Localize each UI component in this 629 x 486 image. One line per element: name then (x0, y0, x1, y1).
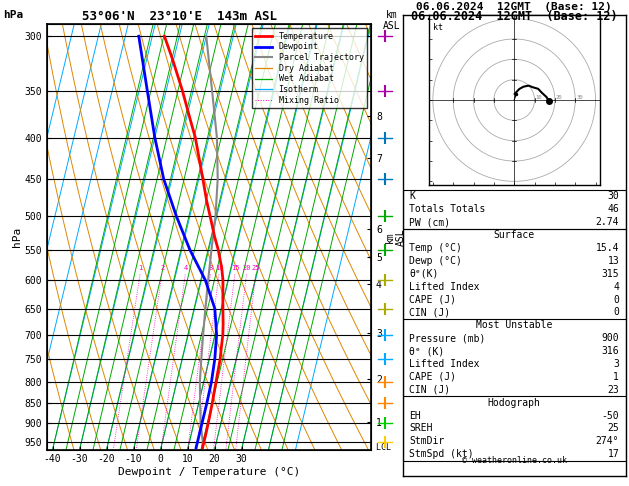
Text: 1: 1 (138, 265, 143, 272)
Text: 17: 17 (608, 449, 619, 459)
Text: StmSpd (kt): StmSpd (kt) (409, 449, 474, 459)
Text: Pressure (mb): Pressure (mb) (409, 333, 486, 343)
Text: Most Unstable: Most Unstable (476, 320, 552, 330)
Text: 315: 315 (601, 269, 619, 279)
Text: SREH: SREH (409, 423, 433, 434)
Text: 0: 0 (613, 295, 619, 305)
Text: 4: 4 (184, 265, 188, 272)
Text: 0: 0 (613, 308, 619, 317)
Text: 10: 10 (535, 95, 542, 100)
Text: 06.06.2024  12GMT  (Base: 12): 06.06.2024 12GMT (Base: 12) (416, 2, 612, 12)
Text: © weatheronline.co.uk: © weatheronline.co.uk (462, 456, 567, 465)
Text: 900: 900 (601, 333, 619, 343)
Text: CIN (J): CIN (J) (409, 308, 450, 317)
Text: CIN (J): CIN (J) (409, 385, 450, 395)
Y-axis label: km
ASL: km ASL (384, 228, 406, 246)
Text: Temp (°C): Temp (°C) (409, 243, 462, 253)
Text: Lifted Index: Lifted Index (409, 282, 480, 292)
Text: 25: 25 (252, 265, 260, 272)
Text: 25: 25 (608, 423, 619, 434)
Text: 53°06'N  23°10'E  143m ASL: 53°06'N 23°10'E 143m ASL (82, 10, 277, 23)
Legend: Temperature, Dewpoint, Parcel Trajectory, Dry Adiabat, Wet Adiabat, Isotherm, Mi: Temperature, Dewpoint, Parcel Trajectory… (252, 29, 367, 108)
Text: 2.74: 2.74 (596, 217, 619, 227)
Text: 46: 46 (608, 204, 619, 214)
Text: CAPE (J): CAPE (J) (409, 372, 456, 382)
Text: 3: 3 (613, 359, 619, 369)
X-axis label: Dewpoint / Temperature (°C): Dewpoint / Temperature (°C) (118, 467, 300, 477)
Text: 30: 30 (608, 191, 619, 202)
Text: Hodograph: Hodograph (487, 398, 541, 408)
Text: CAPE (J): CAPE (J) (409, 295, 456, 305)
Text: 13: 13 (608, 256, 619, 266)
Text: StmDir: StmDir (409, 436, 445, 446)
Text: 8: 8 (209, 265, 213, 272)
Text: PW (cm): PW (cm) (409, 217, 450, 227)
Text: θᵉ (K): θᵉ (K) (409, 346, 445, 356)
Text: 1: 1 (613, 372, 619, 382)
Text: Surface: Surface (494, 230, 535, 240)
Text: -50: -50 (601, 411, 619, 420)
Text: 20: 20 (243, 265, 251, 272)
Text: K: K (409, 191, 415, 202)
Text: Totals Totals: Totals Totals (409, 204, 486, 214)
Text: 23: 23 (608, 385, 619, 395)
Text: θᵉ(K): θᵉ(K) (409, 269, 438, 279)
Text: 15: 15 (231, 265, 240, 272)
Text: 20: 20 (556, 95, 562, 100)
Text: LCL: LCL (371, 443, 391, 452)
Text: EH: EH (409, 411, 421, 420)
Text: 2: 2 (160, 265, 164, 272)
Text: 15.4: 15.4 (596, 243, 619, 253)
Text: 06.06.2024  12GMT  (Base: 12): 06.06.2024 12GMT (Base: 12) (411, 10, 618, 23)
Text: hPa: hPa (3, 10, 23, 20)
Text: Lifted Index: Lifted Index (409, 359, 480, 369)
Text: Dewp (°C): Dewp (°C) (409, 256, 462, 266)
Text: 30: 30 (576, 95, 582, 100)
Text: kt: kt (433, 23, 443, 32)
Y-axis label: hPa: hPa (12, 227, 22, 247)
Text: 4: 4 (613, 282, 619, 292)
Text: 316: 316 (601, 346, 619, 356)
Text: km
ASL: km ASL (382, 10, 401, 31)
Text: 274°: 274° (596, 436, 619, 446)
Text: 10: 10 (215, 265, 223, 272)
